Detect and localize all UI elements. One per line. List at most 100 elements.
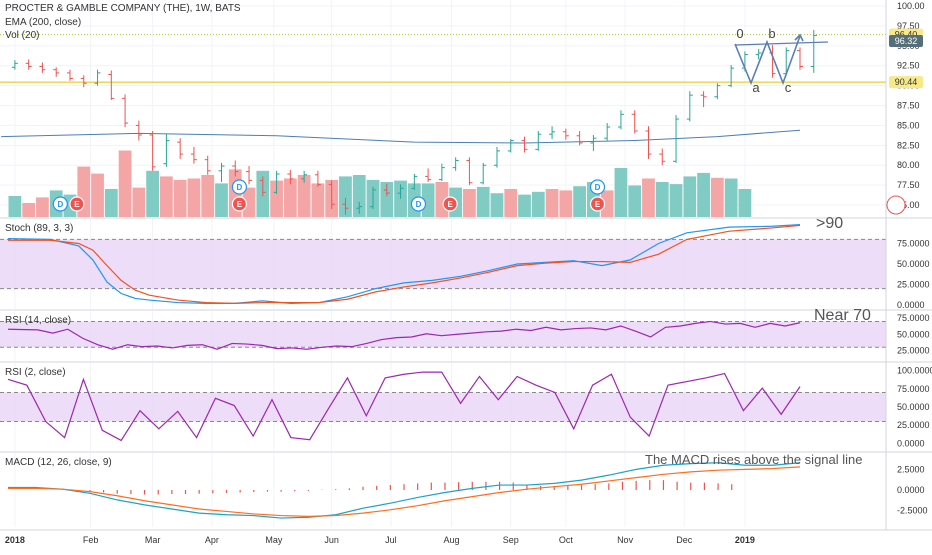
time-axis-tick: Aug [444,535,460,545]
rsi14-series-rsi [7,320,801,350]
time-axis-tick: Jul [385,535,397,545]
stoch-series-k [7,224,801,304]
rsi14-band [0,321,886,348]
volume-bar [36,197,49,217]
stoch-axis-tick: 50.0000 [897,259,930,269]
stoch-axis-tick: 75.0000 [897,239,930,249]
macd-legend[interactable]: MACD (12, 26, close, 9) [5,457,112,468]
time-axis-tick: Nov [617,535,634,545]
volume-bar [559,190,573,217]
volume-bar [146,170,160,217]
time-axis-tick: 2019 [735,535,755,545]
volume-bar [173,179,187,217]
time-axis-tick: Apr [205,535,219,545]
rsi2-band [0,392,886,422]
event-label: D [595,183,601,192]
volume-bar [683,176,697,217]
ema-line [1,129,801,144]
volume-bar [710,177,724,217]
rsi2-legend[interactable]: RSI (2, close) [5,367,66,378]
volume-bar [738,189,752,217]
rsi14-axis-tick: 75.0000 [897,313,930,323]
event-label: D [57,200,63,209]
time-axis-tick: 2018 [5,535,25,545]
volume-bar [187,178,201,217]
volume-bar [600,190,614,217]
volume-bar [22,203,36,217]
event-badge [231,196,248,212]
event-badge [410,196,427,212]
time-axis-tick: Oct [559,535,574,545]
time-axis-tick: Mar [145,535,161,545]
time-axis-tick: Sep [503,535,519,545]
price-label-text: 96.32 [895,36,918,46]
time-axis-tick: Dec [676,535,693,545]
volume-bar [476,186,490,217]
volume-bar [297,175,311,217]
volume-bar [132,187,146,217]
volume-bar [215,183,228,217]
price-axis-tick: 82.50 [897,140,920,150]
stoch-legend[interactable]: Stoch (89, 3, 3) [5,223,74,234]
wave-label-0: 0 [736,26,743,41]
wave-label-b: b [768,26,775,41]
price-axis-tick: 75.00 [897,200,920,210]
price-axis-tick: 85.00 [897,120,920,130]
wave-label-a: a [752,80,760,95]
wave-trendline [734,41,829,46]
abc-wave [734,35,801,86]
event-badge [442,196,458,212]
volume-bar [531,191,545,217]
macd-series-signal [8,466,801,518]
rsi14-axis-tick: 50.0000 [897,329,930,339]
rsi2-axis-tick: 0.0000 [897,438,925,448]
volume-legend[interactable]: Vol (20) [5,30,40,41]
wave-label-c: c [785,80,792,95]
event-badge [52,196,68,212]
volume-bar [545,189,559,217]
volume-bar [91,173,104,217]
event-label: E [447,200,453,209]
price-label-box [889,76,923,89]
event-label: E [74,200,80,209]
volume-bar [270,180,283,217]
volume-bar [201,175,215,217]
price-label-text: 90.44 [895,77,918,87]
ema-legend[interactable]: EMA (200, close) [5,17,82,28]
volume-bar [655,182,669,217]
event-edge-badge [886,195,906,215]
volume-bar [104,189,118,217]
volume-bar [490,193,504,217]
volume-bar [311,183,325,217]
volume-bar [394,180,407,217]
time-axis-tick: Jun [324,535,339,545]
volume-bar [614,168,628,217]
symbol-title: PROCTER & GAMBLE COMPANY (THE), 1W, BATS [5,3,241,14]
volume-bar [669,184,683,217]
volume-bar [724,178,738,217]
rsi14-axis-tick: 25.0000 [897,346,930,356]
event-badge [589,179,606,195]
macd-axis-tick: 0.0000 [897,485,925,495]
rsi-annotation: Near 70 [814,307,871,324]
macd-annotation: The MACD rises above the signal line [645,452,863,467]
time-axis-tick: May [265,535,283,545]
volume-bar [242,187,256,217]
volume-bar [697,172,710,217]
volume-bar [518,194,531,217]
event-badge [589,196,606,212]
event-label: D [416,200,422,209]
event-label: E [237,200,243,209]
volume-bar [573,186,587,217]
event-badge [69,196,85,212]
price-axis-tick: 80.00 [897,160,920,170]
price-axis-tick: 92.50 [897,61,920,71]
price-axis-tick: 87.50 [897,101,920,111]
rsi2-axis-tick: 75.0000 [897,384,930,394]
stoch-axis-tick: 25.0000 [897,280,930,290]
price-axis-tick: 77.50 [897,180,920,190]
volume-bar [628,185,642,217]
rsi14-legend[interactable]: RSI (14, close) [5,315,72,326]
